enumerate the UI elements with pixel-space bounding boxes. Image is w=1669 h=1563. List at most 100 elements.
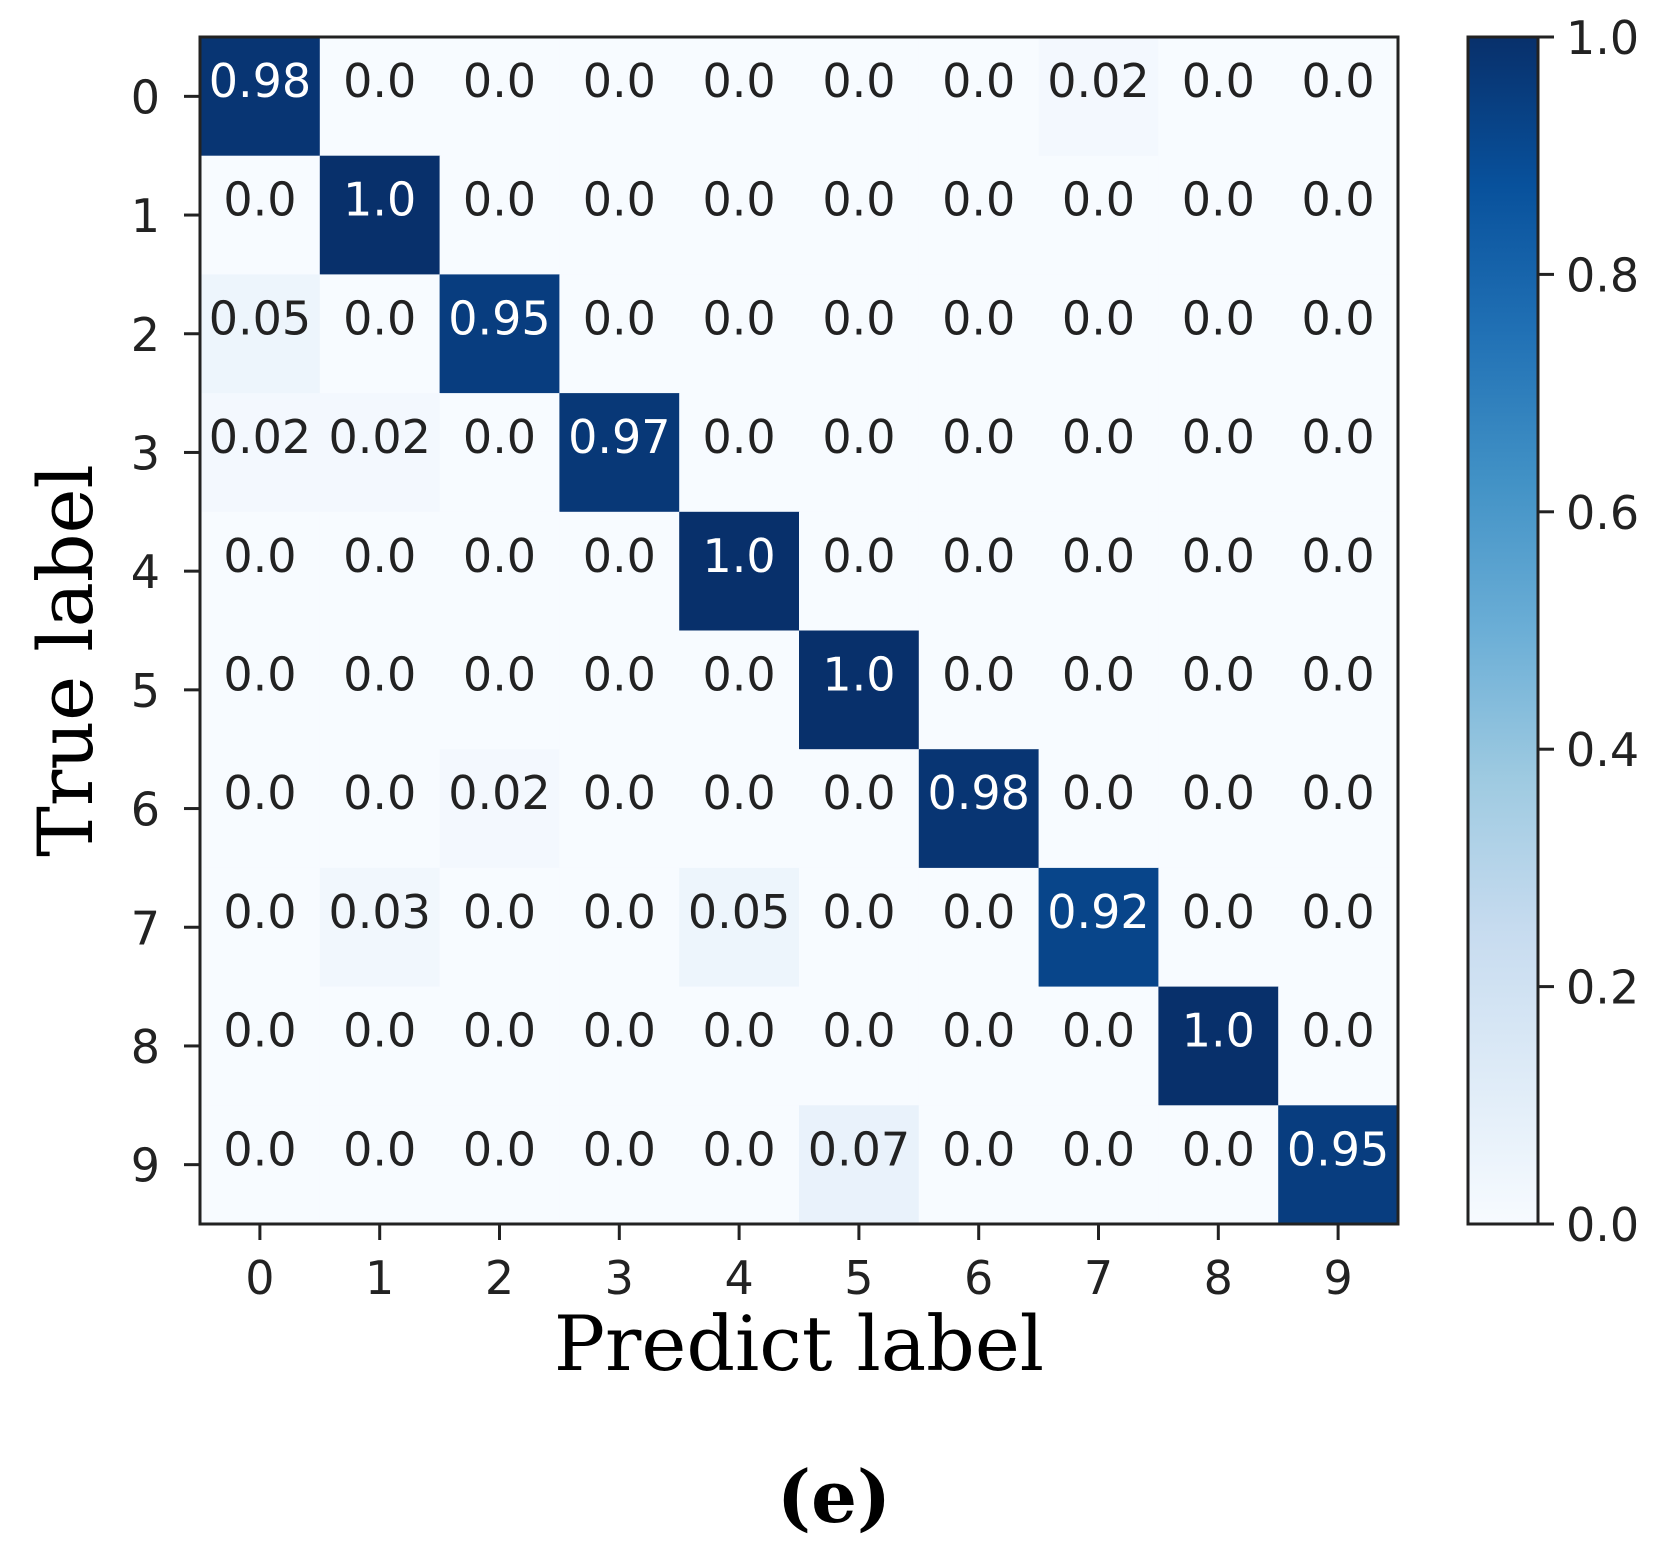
cell-label-5-2: 0.0 xyxy=(463,648,536,702)
cell-label-5-3: 0.0 xyxy=(583,648,656,702)
cell-0-5 xyxy=(799,37,920,157)
cell-7-1 xyxy=(319,867,441,988)
cell-label-7-2: 0.0 xyxy=(463,885,536,939)
cell-label-2-3: 0.0 xyxy=(583,291,656,345)
cell-3-7 xyxy=(1038,393,1159,513)
cell-4-8 xyxy=(1158,511,1279,631)
y-tick-label-5: 5 xyxy=(131,664,160,718)
cell-label-2-8: 0.0 xyxy=(1182,291,1255,345)
cell-label-2-7: 0.0 xyxy=(1062,291,1135,345)
cell-label-5-1: 0.0 xyxy=(343,648,416,702)
cell-2-7 xyxy=(1038,274,1159,394)
heatmap-cells xyxy=(200,37,1399,1225)
cell-6-0 xyxy=(200,749,321,869)
cell-7-3 xyxy=(559,867,680,988)
y-axis-ticks: 0 1 2 3 4 5 6 7 8 9 xyxy=(131,70,200,1193)
cell-label-4-5: 0.0 xyxy=(822,529,895,583)
cell-label-2-9: 0.0 xyxy=(1302,291,1375,345)
cell-label-3-5: 0.0 xyxy=(822,410,895,464)
cell-6-7 xyxy=(1038,749,1159,869)
cell-label-1-5: 0.0 xyxy=(822,173,895,227)
cell-label-6-7: 0.0 xyxy=(1062,766,1135,820)
y-tick-label-9: 9 xyxy=(131,1139,160,1193)
cell-4-9 xyxy=(1278,511,1399,631)
cell-9-9 xyxy=(1278,1105,1399,1225)
cell-8-3 xyxy=(559,986,680,1106)
cell-label-1-9: 0.0 xyxy=(1302,173,1375,227)
cell-label-3-4: 0.0 xyxy=(703,410,776,464)
cell-label-0-9: 0.0 xyxy=(1302,54,1375,108)
cell-5-4 xyxy=(679,630,800,750)
cell-9-2 xyxy=(439,1105,560,1225)
y-tick-label-4: 4 xyxy=(131,545,160,599)
x-tick-label-7: 7 xyxy=(1084,1251,1113,1305)
cell-label-7-6: 0.0 xyxy=(942,885,1015,939)
cell-label-4-3: 0.0 xyxy=(583,529,656,583)
cell-label-2-6: 0.0 xyxy=(942,291,1015,345)
cell-1-4 xyxy=(679,155,800,275)
cell-6-3 xyxy=(559,749,680,869)
cell-7-8 xyxy=(1158,867,1279,988)
cell-label-5-4: 0.0 xyxy=(703,648,776,702)
cell-5-9 xyxy=(1278,630,1399,750)
colorbar-ticks: 0.0 0.2 0.4 0.6 0.8 1.0 xyxy=(1538,11,1639,1252)
colorbar-tick-label-2: 0.4 xyxy=(1566,723,1639,777)
cell-8-2 xyxy=(439,986,560,1106)
cell-2-1 xyxy=(319,274,441,394)
x-tick-label-6: 6 xyxy=(964,1251,993,1305)
cell-label-4-1: 0.0 xyxy=(343,529,416,583)
cell-0-1 xyxy=(319,37,441,157)
cell-9-7 xyxy=(1038,1105,1159,1225)
cell-label-8-0: 0.0 xyxy=(223,1004,296,1058)
x-tick-label-3: 3 xyxy=(605,1251,634,1305)
cell-1-2 xyxy=(439,155,560,275)
cell-label-3-3: 0.97 xyxy=(568,410,670,464)
cell-label-0-3: 0.0 xyxy=(583,54,656,108)
cell-3-0 xyxy=(200,393,321,513)
cell-label-7-5: 0.0 xyxy=(822,885,895,939)
cell-label-7-4: 0.05 xyxy=(688,885,790,939)
cell-4-7 xyxy=(1038,511,1159,631)
cell-label-0-0: 0.98 xyxy=(209,54,311,108)
cell-label-3-9: 0.0 xyxy=(1302,410,1375,464)
cell-label-2-1: 0.0 xyxy=(343,291,416,345)
colorbar-tick-label-5: 1.0 xyxy=(1566,11,1639,65)
cell-6-2 xyxy=(439,749,560,869)
cell-0-3 xyxy=(559,37,680,157)
cell-label-7-1: 0.03 xyxy=(328,885,430,939)
cell-label-1-6: 0.0 xyxy=(942,173,1015,227)
cell-8-7 xyxy=(1038,986,1159,1106)
cell-label-4-6: 0.0 xyxy=(942,529,1015,583)
cell-8-4 xyxy=(679,986,800,1106)
cell-5-1 xyxy=(319,630,441,750)
cell-3-1 xyxy=(319,393,441,513)
cell-1-0 xyxy=(200,155,321,275)
cell-1-6 xyxy=(918,155,1040,275)
cell-2-8 xyxy=(1158,274,1279,394)
cell-5-0 xyxy=(200,630,321,750)
cell-5-3 xyxy=(559,630,680,750)
x-tick-label-2: 2 xyxy=(485,1251,514,1305)
cell-label-4-2: 0.0 xyxy=(463,529,536,583)
cell-label-6-3: 0.0 xyxy=(583,766,656,820)
cell-label-8-3: 0.0 xyxy=(583,1004,656,1058)
cell-label-4-8: 0.0 xyxy=(1182,529,1255,583)
heatmap-cell-labels: 0.98 0.0 0.0 0.0 0.0 0.0 0.0 0.02 0.0 0.0 0.0 1.0 0.… xyxy=(209,54,1390,1176)
y-tick-label-3: 3 xyxy=(131,426,160,480)
y-tick-label-6: 6 xyxy=(131,783,160,837)
cell-label-9-8: 0.0 xyxy=(1182,1122,1255,1176)
cell-1-7 xyxy=(1038,155,1159,275)
x-tick-label-9: 9 xyxy=(1323,1251,1352,1305)
cell-4-3 xyxy=(559,511,680,631)
cell-9-8 xyxy=(1158,1105,1279,1225)
cell-label-8-6: 0.0 xyxy=(942,1004,1015,1058)
cell-label-0-6: 0.0 xyxy=(942,54,1015,108)
cell-label-3-8: 0.0 xyxy=(1182,410,1255,464)
cell-label-8-4: 0.0 xyxy=(703,1004,776,1058)
cell-label-0-2: 0.0 xyxy=(463,54,536,108)
cell-label-2-4: 0.0 xyxy=(703,291,776,345)
cell-6-6 xyxy=(918,749,1040,869)
cell-8-8 xyxy=(1158,986,1279,1106)
cell-7-0 xyxy=(200,867,321,988)
cell-label-5-6: 0.0 xyxy=(942,648,1015,702)
